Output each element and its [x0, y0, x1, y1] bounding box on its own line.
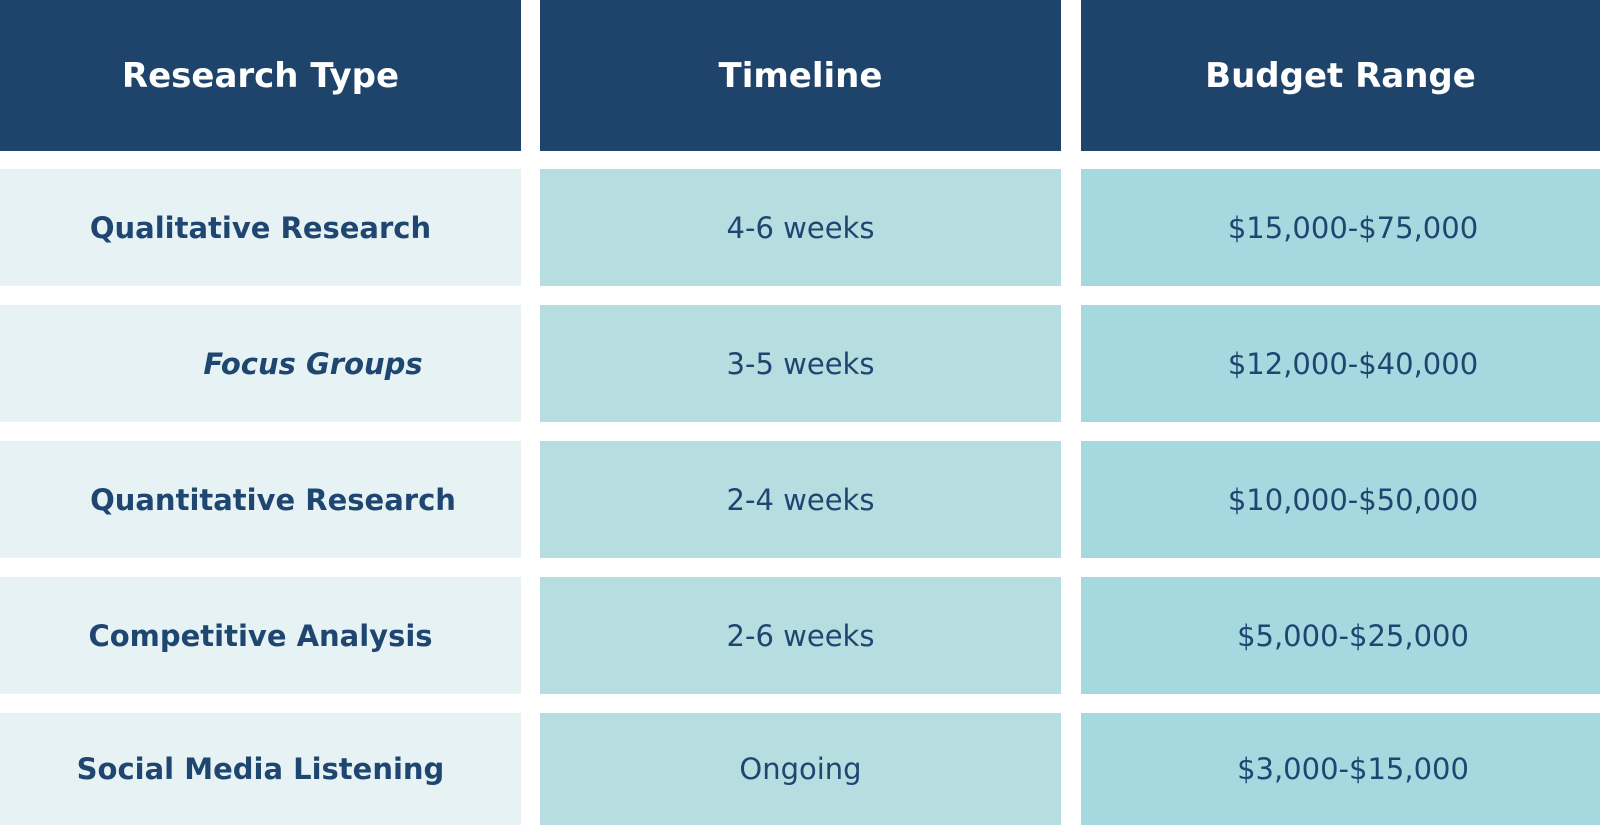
row-2-timeline: 3-5 weeks	[540, 305, 1061, 422]
header-budget-range: Budget Range	[1081, 0, 1600, 151]
row-2-research-type: Focus Groups	[0, 305, 521, 422]
row-3-budget: $10,000-$50,000	[1081, 441, 1600, 558]
row-1-research-type: Qualitative Research	[0, 169, 521, 286]
row-4-timeline: 2-6 weeks	[540, 577, 1061, 694]
row-1-timeline: 4-6 weeks	[540, 169, 1061, 286]
row-5-budget: $3,000-$15,000	[1081, 713, 1600, 825]
row-1-budget: $15,000-$75,000	[1081, 169, 1600, 286]
header-research-type: Research Type	[0, 0, 521, 151]
header-timeline: Timeline	[540, 0, 1061, 151]
row-3-timeline: 2-4 weeks	[540, 441, 1061, 558]
row-3-research-type: Quantitative Research	[0, 441, 521, 558]
row-5-timeline: Ongoing	[540, 713, 1061, 825]
row-5-research-type: Social Media Listening	[0, 713, 521, 825]
row-2-budget: $12,000-$40,000	[1081, 305, 1600, 422]
row-4-budget: $5,000-$25,000	[1081, 577, 1600, 694]
row-4-research-type: Competitive Analysis	[0, 577, 521, 694]
